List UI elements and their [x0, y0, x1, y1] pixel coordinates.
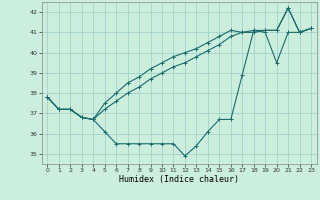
X-axis label: Humidex (Indice chaleur): Humidex (Indice chaleur)	[119, 175, 239, 184]
